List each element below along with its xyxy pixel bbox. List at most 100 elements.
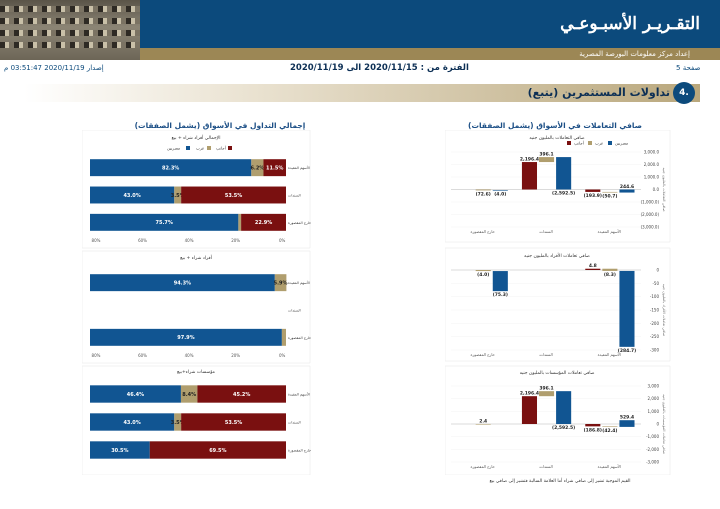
x-tick-label: 60% [138, 353, 147, 358]
x-tick-label: السندات [539, 352, 552, 357]
net-chart-3-subtitle: صافي تعاملات المؤسسات بالمليون جنيه [520, 371, 595, 376]
data-label: (42.4) [602, 428, 617, 434]
data-label: 8.4% [182, 392, 196, 398]
section-title: تداولات المستثمرين (يتبع) [527, 86, 670, 99]
y-tick-label: -250 [650, 334, 660, 339]
net-chart-1-plot: 3,000.0 2,000.0 1,000.0 0.0 (1,000.0) (2,000.… [451, 150, 666, 234]
net-bar [475, 423, 491, 425]
net-bar [619, 189, 635, 193]
x-tick-label: خارج المقصورة [470, 464, 495, 469]
net-chart-1-legend: مصريين عرب أجانب [567, 141, 628, 146]
x-tick-label: 80% [92, 353, 101, 358]
x-tick-label: خارج المقصورة [470, 352, 495, 357]
data-label: 3.5% [171, 420, 185, 426]
net-bar [585, 189, 601, 192]
data-label: 2,196.4 [520, 391, 539, 397]
x-tick-label: 80% [92, 238, 101, 243]
data-label: 3.5% [171, 193, 185, 199]
share-bar [90, 213, 239, 231]
share-bar [180, 385, 198, 403]
x-tick-label: 40% [185, 238, 194, 243]
header-subtitle: إعداد مركز معلومات البورصة المصرية [579, 50, 690, 58]
x-tick-label: خارج المقصورة [470, 229, 495, 234]
share-chart-1-subtitle: الإجمالي أفراد شراء + بيع [172, 134, 221, 141]
issue-stamp: إصدار 2020/11/19 03:51:47 م [4, 64, 104, 72]
share-bar [274, 274, 287, 292]
share-chart-2-frame [82, 250, 311, 364]
legend-foreigners: أجانب [574, 141, 584, 146]
net-chart-2-frame [445, 247, 671, 362]
y-tick-label: 2,000.0 [644, 162, 660, 167]
data-label: 11.5% [266, 165, 283, 171]
y-tick-label: -100 [650, 294, 660, 299]
net-chart-1-frame [445, 130, 671, 243]
section-number: 4. [673, 82, 695, 104]
share-bar [281, 328, 286, 346]
category-label: خارج المقصورة [288, 336, 311, 340]
y-tick-label: -50 [652, 281, 659, 286]
share-chart-2-subtitle: أفراد شراء + بيع [180, 254, 212, 261]
legend-egyptians: مصريين [615, 141, 628, 146]
page-number: صفحة 5 [676, 64, 701, 72]
share-bar [174, 413, 182, 431]
net-bar [602, 268, 618, 271]
data-label: 43.0% [123, 193, 140, 199]
share-chart-2-plot: 80% 60% 40% 20% 0% الأسهم المقيدة 94.3% 5.9% الس… [90, 274, 311, 358]
net-chart-3-plot: 3,000 2,000 1,000 0 -1,000 -2,000 -3,000 صافي ت… [451, 384, 666, 469]
share-bar [90, 385, 181, 403]
share-bar [238, 213, 242, 231]
meta-line: إصدار 2020/11/19 03:51:47 م الفترة من : … [0, 63, 720, 75]
x-tick-label: الأسهم المقيدة [598, 229, 621, 234]
legend-swatch-arabs [207, 146, 211, 150]
data-label: (193.9) [584, 193, 602, 199]
category-label: السندات [288, 309, 301, 313]
data-label: 46.4% [127, 392, 144, 398]
y-tick-label: 0.0 [653, 187, 660, 192]
legend-foreigners: أجانب [216, 146, 226, 151]
y-tick-label: 1,000.0 [644, 175, 660, 180]
legend-arabs: عرب [196, 146, 204, 151]
net-bar [521, 162, 538, 190]
share-chart-3-plot: الأسهم المقيدة 46.4% 8.4% 45.2% السندات 43.0%… [90, 385, 311, 459]
data-label: (75.3) [493, 292, 508, 298]
share-bar [149, 441, 286, 459]
net-bar [492, 271, 508, 292]
data-label: 97.9% [177, 335, 194, 341]
net-chart-1-subtitle: صافي التعاملات بالمليون جنيه [529, 136, 584, 141]
net-bar [585, 424, 601, 427]
net-bar [475, 189, 491, 191]
header-photo [0, 0, 140, 60]
data-label: 53.5% [225, 420, 242, 426]
data-label: 2,196.4 [520, 157, 539, 163]
y-tick-label: -3,000 [646, 460, 659, 465]
data-label: 45.2% [233, 392, 250, 398]
trading-share-charts: مصريين عرب أجانب الإجمالي أفراد شراء + ب… [82, 130, 311, 475]
y-tick-label: -300 [650, 348, 660, 353]
x-tick-label: 60% [138, 238, 147, 243]
data-label: 43.0% [123, 420, 140, 426]
category-label: السندات [288, 194, 301, 198]
right-column-title: صافي التعاملات في الأسواق (يشمل الصفقات) [468, 121, 642, 130]
net-bar [539, 391, 555, 397]
data-label: 244.6 [620, 184, 634, 190]
share-bar [174, 186, 182, 204]
net-bar [475, 270, 491, 272]
data-label: (8.3) [604, 272, 616, 278]
net-bar [556, 157, 572, 190]
share-bar [197, 385, 286, 403]
legend-swatch-foreigners [228, 146, 232, 150]
category-label: السندات [288, 421, 301, 425]
y-tick-label: (3,000.0) [641, 225, 660, 230]
y-axis-label: صافي تعاملات المؤسسات بالمليون جنيه [662, 394, 666, 454]
y-tick-label: 3,000 [648, 384, 660, 389]
y-tick-label: -2,000 [646, 447, 659, 452]
net-bar [539, 157, 555, 163]
y-tick-label: -200 [650, 321, 660, 326]
net-chart-2-subtitle: صافي تعاملات الأفراد بالمليون جنيه [524, 252, 590, 259]
x-tick-label: الأسهم المقيدة [598, 464, 621, 469]
report-title: التقـريـر الأسبـوعـي [560, 14, 700, 34]
x-tick-label: السندات [539, 229, 552, 234]
net-dealings-charts: صافي التعاملات بالمليون جنيه مصريين عرب … [445, 130, 671, 475]
legend-egyptians: مصريين [167, 146, 180, 151]
y-tick-label: 1,000 [648, 409, 660, 414]
